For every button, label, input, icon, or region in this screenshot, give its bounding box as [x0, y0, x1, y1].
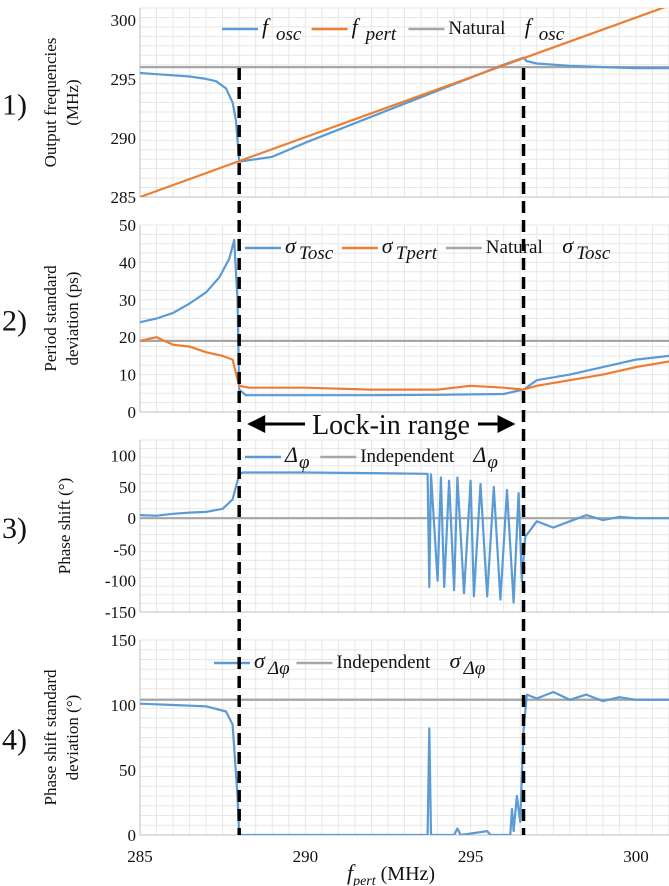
y-tick-label: 0: [128, 509, 137, 528]
series-line-orange: [140, 336, 669, 391]
panel-number: 2): [2, 305, 27, 338]
legend-subscript: Tosc: [299, 243, 334, 264]
series-line-blue: [140, 238, 669, 397]
panel-number: 4): [2, 724, 27, 757]
legend-symbol: f: [525, 14, 534, 39]
y-tick-label: 50: [119, 761, 136, 780]
y-tick-label: 30: [119, 291, 136, 310]
y-tick-label: 50: [119, 478, 136, 497]
lock-in-arrow-right-head: [497, 415, 516, 433]
y-tick-label: 285: [111, 188, 137, 207]
panel-number: 3): [2, 512, 27, 545]
legend-text: Natural: [486, 237, 543, 258]
legend-subscript: φ: [487, 452, 498, 473]
y-axis-label: Output frequencies (MHz): [41, 38, 82, 168]
y-tick-label: -150: [105, 603, 136, 622]
y-tick-label: 40: [119, 253, 136, 272]
y-tick-label: -100: [105, 572, 136, 591]
legend-text: Independent: [360, 446, 455, 467]
lock-in-label: Lock-in range: [312, 410, 470, 441]
legend: σ Tosc σ Tpert Natural σ Tosc: [245, 233, 611, 264]
legend-subscript: Δφ: [267, 658, 290, 679]
y-axis-label-line: Period standard: [41, 265, 60, 372]
legend-subscript: Δφ: [463, 658, 486, 679]
legend-symbol: f: [352, 14, 361, 39]
series-line-blue: [140, 56, 669, 163]
x-tick-label: 295: [458, 847, 484, 866]
x-axis-label-symbol: f: [347, 860, 356, 885]
series-line-blue: [140, 690, 669, 835]
y-tick-label: 20: [119, 328, 136, 347]
legend-symbol: σ: [254, 648, 266, 673]
series-line-orange: [140, 8, 666, 197]
series-line-blue: [140, 471, 669, 604]
lock-in-markers: Lock-in range: [237, 68, 526, 835]
panel-2: 0 10 20 30 40 50 2) Period standard deviation (p…: [2, 216, 669, 422]
grid: [139, 7, 669, 198]
legend-symbol: σ: [382, 233, 394, 258]
legend-text: Natural: [448, 18, 505, 39]
y-axis-label-line: deviation (ps): [63, 272, 82, 366]
y-axis-label-line: deviation (°): [63, 695, 82, 781]
legend-symbol: f: [262, 14, 271, 39]
y-tick-label: 150: [111, 631, 137, 650]
x-tick-label: 285: [127, 847, 153, 866]
panel-4: 0 50 100 150 4) Phase shift standard deviation…: [2, 631, 669, 845]
y-tick-label: -50: [113, 540, 136, 559]
legend-text: Independent: [336, 652, 431, 673]
y-tick-label: 0: [128, 826, 137, 845]
legend-subscript: Tosc: [576, 243, 611, 264]
y-tick-label: 10: [119, 366, 136, 385]
legend-subscript: osc: [539, 24, 565, 45]
legend: f osc f pert Natural f osc: [222, 14, 565, 45]
y-tick-label: 50: [119, 216, 136, 235]
y-axis-label-line: Phase shift standard: [41, 669, 60, 805]
legend: σ Δφ Independent σ Δφ: [214, 648, 485, 679]
legend-symbol: Δ: [472, 442, 486, 467]
y-tick-label: 295: [111, 70, 137, 89]
x-tick-label: 290: [293, 847, 319, 866]
y-axis-label: Period standard deviation (ps): [41, 265, 82, 372]
legend-symbol: σ: [562, 233, 574, 258]
legend-subscript: Tpert: [396, 243, 438, 264]
y-axis-label: Phase shift standard deviation (°): [41, 669, 82, 805]
legend-symbol: σ: [285, 233, 297, 258]
legend-symbol: σ: [450, 648, 462, 673]
y-tick-label: 290: [111, 129, 137, 148]
y-tick-label: 100: [111, 447, 137, 466]
legend-subscript: pert: [364, 24, 397, 45]
panel-3: -150 -100 -50 0 50 100 3) Phase shift (°) Δ φ Inde…: [2, 439, 669, 622]
y-axis-label-line: (MHz): [63, 79, 82, 125]
y-tick-label: 0: [128, 403, 137, 422]
y-axis-label: Phase shift (°): [55, 478, 74, 575]
y-axis-label-line: Output frequencies: [41, 38, 60, 168]
legend-symbol: Δ: [284, 442, 298, 467]
panel-number: 1): [2, 89, 27, 122]
x-axis-label-unit: (MHz): [376, 863, 435, 885]
x-axis-label-subscript: pert: [352, 874, 377, 886]
y-tick-label: 100: [111, 696, 137, 715]
legend-subscript: osc: [276, 24, 302, 45]
y-axis-label-line: Phase shift (°): [55, 478, 74, 575]
x-axis-label: fpert (MHz): [347, 860, 435, 886]
lock-in-arrow-left-head: [247, 415, 266, 433]
x-tick-label: 300: [623, 847, 649, 866]
legend-subscript: φ: [299, 452, 310, 473]
y-tick-label: 300: [111, 11, 137, 30]
x-axis-ticks: 285 290 295 300: [127, 847, 648, 866]
